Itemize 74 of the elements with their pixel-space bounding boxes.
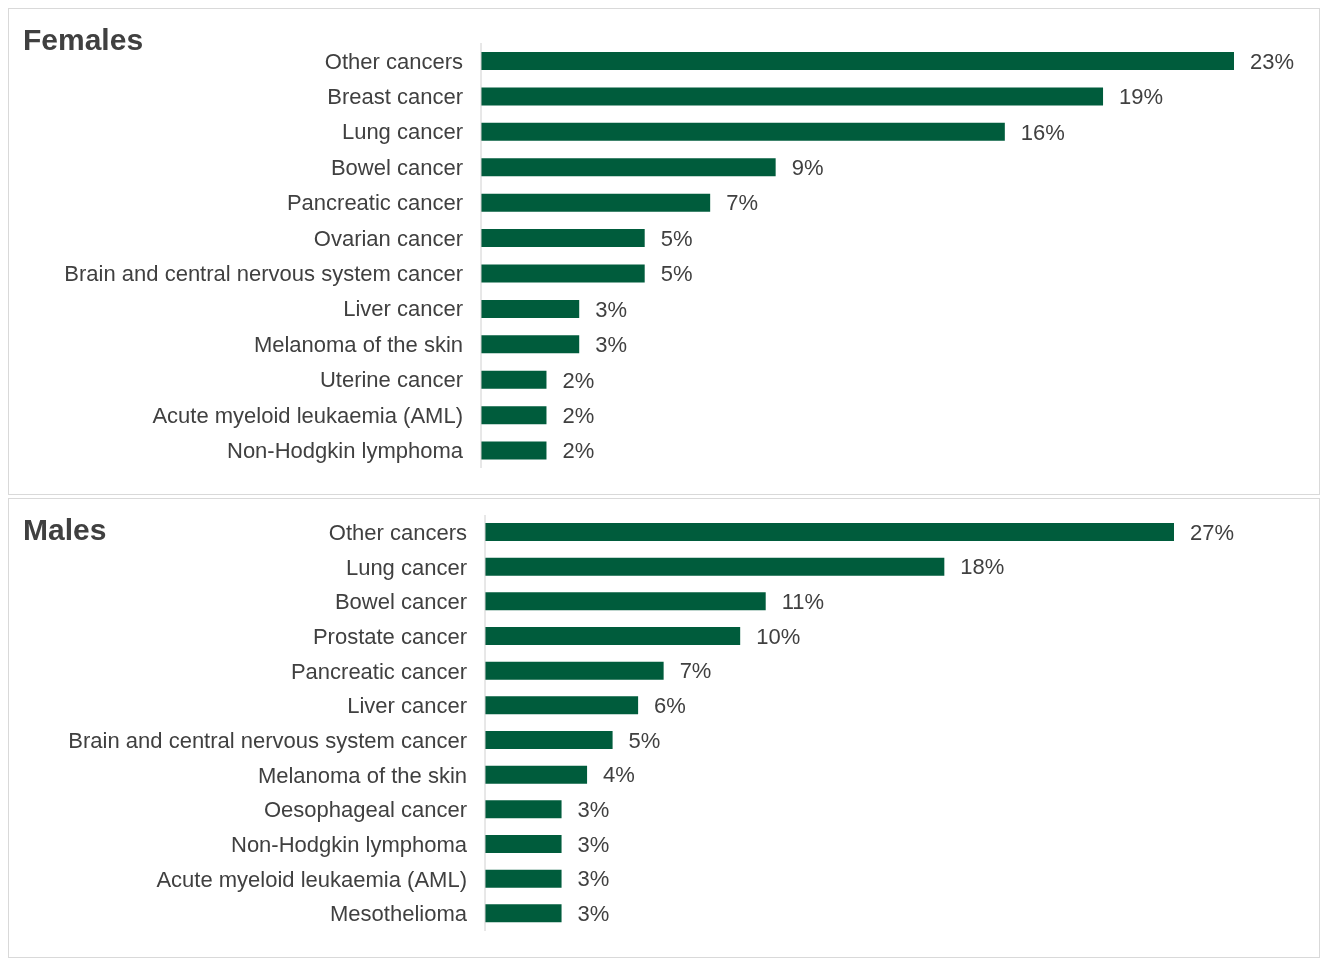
y-tick-label: Other cancers bbox=[324, 48, 463, 74]
data-label: 2% bbox=[562, 402, 595, 428]
bar bbox=[481, 87, 1104, 106]
data-label: 18% bbox=[960, 554, 1005, 580]
y-tick-label: Brain and central nervous system cancer bbox=[64, 261, 463, 287]
bar bbox=[481, 229, 645, 248]
data-label: 7% bbox=[679, 658, 712, 684]
bar bbox=[485, 731, 613, 749]
bar bbox=[485, 592, 766, 611]
data-label: 2% bbox=[562, 367, 595, 393]
y-tick-label: Non-Hodgkin lymphoma bbox=[231, 832, 468, 858]
bar bbox=[485, 627, 741, 645]
bar bbox=[485, 904, 562, 923]
y-tick-label: Other cancers bbox=[328, 520, 467, 546]
y-tick-label: Acute myeloid leukaemia (AML) bbox=[152, 402, 463, 428]
y-tick-label: Pancreatic cancer bbox=[286, 190, 463, 216]
data-label: 5% bbox=[660, 225, 693, 251]
data-label: 5% bbox=[628, 727, 661, 753]
bar bbox=[485, 835, 562, 853]
bar bbox=[485, 869, 562, 888]
data-label: 23% bbox=[1250, 48, 1295, 74]
y-tick-label: Oesophageal cancer bbox=[263, 797, 467, 823]
data-label: 6% bbox=[654, 693, 686, 719]
y-tick-label: Lung cancer bbox=[345, 554, 467, 580]
data-label: 3% bbox=[595, 332, 628, 358]
data-label: 7% bbox=[726, 190, 758, 216]
y-tick-label: Ovarian cancer bbox=[313, 225, 463, 251]
y-tick-label: Liver cancer bbox=[343, 296, 463, 322]
bar bbox=[481, 299, 580, 318]
data-label: 5% bbox=[660, 261, 693, 287]
y-tick-label: Bowel cancer bbox=[334, 589, 467, 615]
bar bbox=[485, 696, 639, 715]
bar bbox=[481, 193, 711, 212]
text: Females bbox=[23, 23, 144, 57]
bar bbox=[481, 406, 547, 425]
y-tick-label: Melanoma of the skin bbox=[257, 762, 467, 788]
y-tick-label: Breast cancer bbox=[327, 83, 463, 109]
data-label: 19% bbox=[1119, 84, 1164, 110]
bar bbox=[485, 523, 1174, 541]
y-tick-label: Brain and central nervous system cancer bbox=[68, 728, 467, 754]
y-tick-label: Bowel cancer bbox=[330, 154, 463, 180]
bar bbox=[485, 800, 562, 819]
y-tick-label: Liver cancer bbox=[347, 693, 467, 719]
bar bbox=[481, 52, 1234, 70]
text: Males bbox=[23, 513, 107, 547]
bar bbox=[485, 557, 945, 576]
bar bbox=[481, 122, 1005, 141]
bar bbox=[485, 765, 588, 784]
data-label: 3% bbox=[577, 866, 610, 892]
data-label: 3% bbox=[577, 797, 610, 823]
y-tick-label: Melanoma of the skin bbox=[253, 331, 463, 357]
data-label: 4% bbox=[603, 762, 635, 788]
y-tick-label: Uterine cancer bbox=[319, 367, 463, 393]
data-label: 2% bbox=[562, 438, 595, 464]
bar bbox=[481, 441, 547, 460]
data-label: 11% bbox=[781, 589, 825, 615]
data-label: 9% bbox=[791, 155, 824, 181]
bar bbox=[481, 370, 547, 389]
y-tick-label: Acute myeloid leukaemia (AML) bbox=[156, 866, 467, 892]
y-tick-label: Prostate cancer bbox=[312, 624, 467, 650]
data-label: 3% bbox=[595, 296, 628, 322]
bar bbox=[481, 264, 645, 283]
data-label: 10% bbox=[756, 623, 801, 649]
bar bbox=[485, 661, 664, 680]
data-label: 3% bbox=[577, 901, 610, 927]
y-tick-label: Pancreatic cancer bbox=[290, 658, 467, 684]
bar bbox=[481, 335, 580, 354]
y-tick-label: Non-Hodgkin lymphoma bbox=[227, 438, 464, 464]
data-label: 3% bbox=[577, 831, 610, 857]
data-label: 16% bbox=[1020, 119, 1065, 145]
bar bbox=[481, 158, 776, 177]
y-tick-label: Mesothelioma bbox=[330, 901, 468, 927]
data-label: 27% bbox=[1190, 519, 1235, 545]
y-tick-label: Lung cancer bbox=[341, 119, 463, 145]
